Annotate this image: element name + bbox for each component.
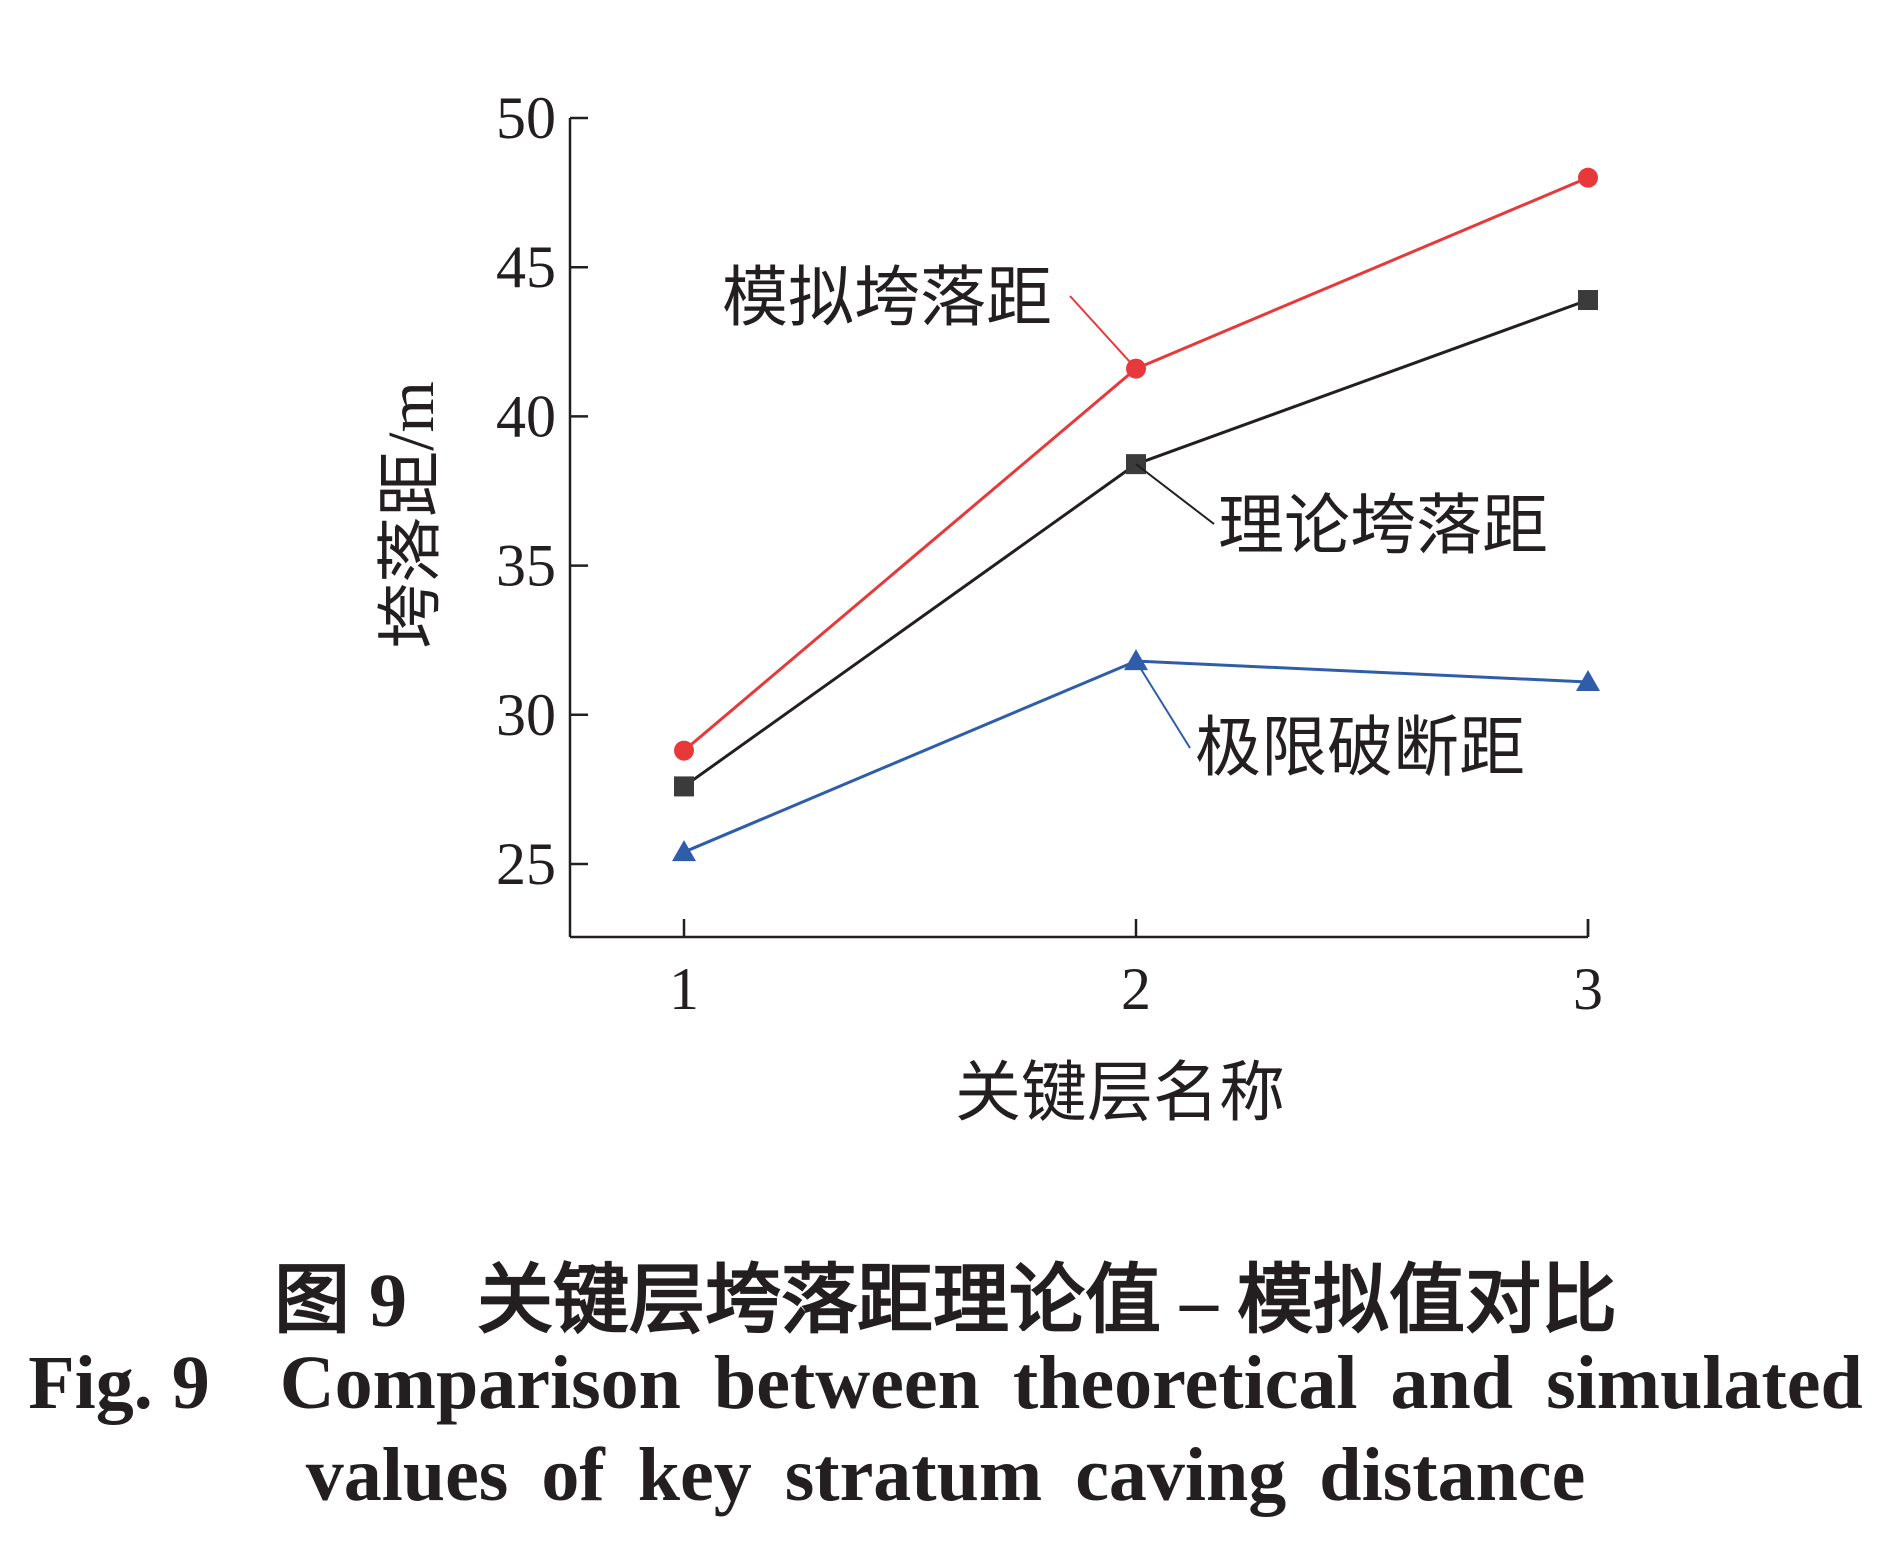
- caption-english-line1: Fig. 9 Comparison between theoretical and…: [0, 1340, 1891, 1427]
- x-tick-label: 3: [1573, 956, 1603, 1022]
- y-tick-label: 40: [496, 383, 556, 449]
- data-point: [674, 776, 694, 797]
- caption-chinese-label: 图 9: [274, 1259, 407, 1343]
- data-point: [1124, 649, 1148, 671]
- data-point: [1576, 669, 1600, 691]
- leader-line: [1135, 660, 1191, 749]
- y-tick-label: 25: [496, 831, 556, 897]
- data-point: [672, 840, 696, 862]
- x-axis-title: 关键层名称: [955, 1057, 1285, 1130]
- leader-line: [1135, 463, 1215, 525]
- caption-english-text-2: values of key stratum caving distance: [305, 1433, 1586, 1517]
- y-tick-label: 45: [496, 234, 556, 300]
- series-label: 模拟垮落距: [722, 262, 1052, 335]
- y-tick-label: 30: [496, 682, 556, 748]
- x-tick-label: 2: [1121, 956, 1151, 1022]
- caption-chinese: 图 9 关键层垮落距理论值 – 模拟值对比: [0, 1238, 1891, 1348]
- data-point: [1578, 290, 1598, 311]
- y-tick-label: 35: [496, 533, 556, 599]
- caption-english-label: Fig. 9: [28, 1341, 210, 1425]
- data-point: [1578, 167, 1598, 188]
- y-tick-label: 50: [496, 85, 556, 151]
- leader-line: [1069, 295, 1137, 370]
- y-axis-title: 垮落距/m: [375, 381, 448, 649]
- axes: 25 30 35 40 45 50 1 2 3 关键层名称 垮落距/m: [375, 85, 1603, 1130]
- caption-english-text-1: Comparison between theoretical and simul…: [279, 1341, 1863, 1425]
- caption-english-line2: values of key stratum caving distance: [0, 1432, 1891, 1519]
- series-label: 极限破断距: [1195, 712, 1525, 785]
- x-tick-label: 1: [669, 956, 699, 1022]
- caption-chinese-text: 关键层垮落距理论值 – 模拟值对比: [477, 1259, 1617, 1343]
- series-label: 理论垮落距: [1218, 490, 1548, 563]
- data-point: [674, 740, 694, 761]
